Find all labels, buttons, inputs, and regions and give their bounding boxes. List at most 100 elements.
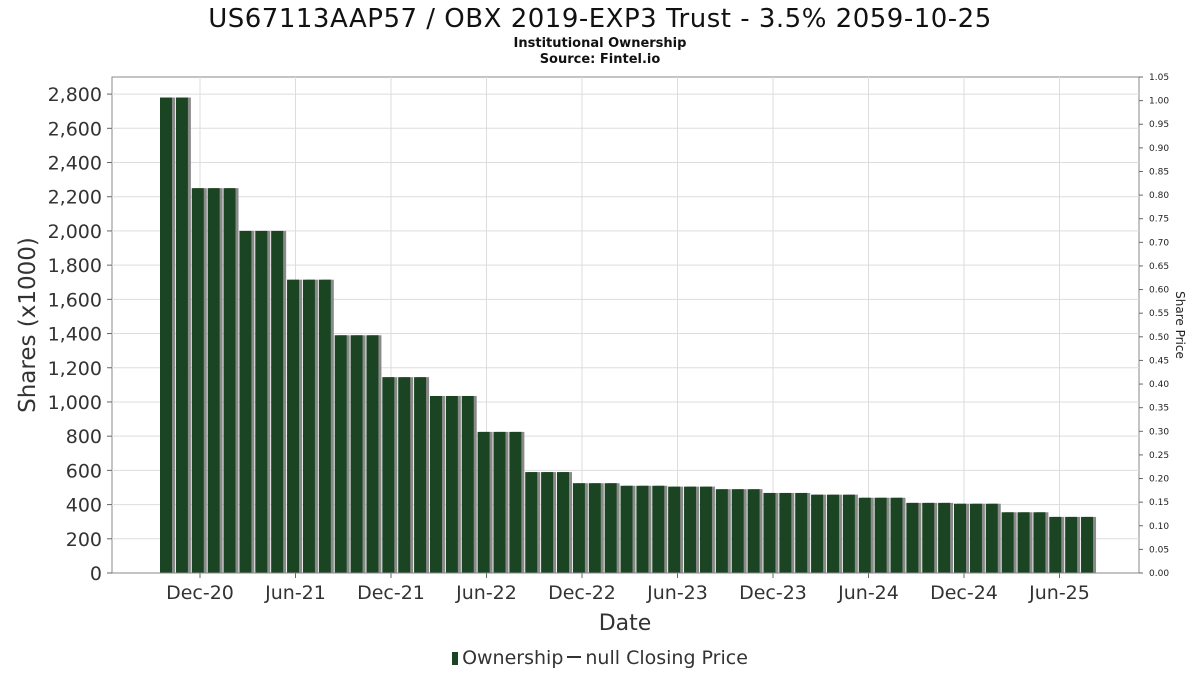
ownership-bar <box>445 395 458 573</box>
y2-tick-label: 0.35 <box>1149 404 1169 414</box>
ownership-legend-swatch <box>452 652 459 665</box>
ownership-bar <box>985 503 998 573</box>
x-tick-label: Jun-21 <box>264 582 326 604</box>
ownership-bar <box>255 230 268 573</box>
ownership-bar <box>922 502 935 573</box>
x-tick-label: Dec-21 <box>357 582 425 604</box>
y2-tick-label: 0.40 <box>1149 380 1169 390</box>
y-tick-label: 2,200 <box>48 187 102 209</box>
x-tick-label: Jun-24 <box>837 582 899 604</box>
y2-tick-label: 0.55 <box>1149 309 1169 319</box>
ownership-bar <box>366 335 379 573</box>
y-tick-label: 2,600 <box>48 118 102 140</box>
y-tick-label: 0 <box>90 563 102 585</box>
ownership-bar <box>874 497 887 573</box>
closing-price-legend-line <box>567 656 582 658</box>
x-tick-label: Dec-23 <box>739 582 807 604</box>
y-tick-label: 2,400 <box>48 153 102 175</box>
y-tick-label: 600 <box>66 460 102 482</box>
y-tick-label: 1,600 <box>48 289 102 311</box>
ownership-bar <box>493 431 506 573</box>
ownership-bar <box>906 502 919 573</box>
ownership-bar <box>842 494 855 573</box>
ownership-bar <box>715 489 728 573</box>
ownership-bar <box>461 395 474 573</box>
y2-tick-label: 0.70 <box>1149 238 1169 248</box>
ownership-bar <box>731 489 744 573</box>
ownership-bar <box>1049 516 1062 573</box>
ownership-bar <box>541 472 554 573</box>
ownership-bar <box>429 395 442 573</box>
ownership-bar <box>890 497 903 573</box>
ownership-bar <box>271 230 284 573</box>
y2-tick-label: 0.25 <box>1149 451 1169 461</box>
ownership-bar <box>175 97 188 573</box>
ownership-bar <box>557 472 569 573</box>
y2-tick-label: 0.60 <box>1149 286 1169 296</box>
y2-tick-label: 0.45 <box>1149 356 1169 366</box>
x-tick-label: Jun-22 <box>455 582 517 604</box>
ownership-bar <box>795 492 808 573</box>
ownership-bar <box>509 431 522 573</box>
ownership-bar <box>668 486 681 573</box>
ownership-bar <box>287 279 300 573</box>
y2-tick-label: 0.75 <box>1149 215 1169 225</box>
ownership-bar <box>572 483 585 573</box>
ownership-bar <box>763 492 776 573</box>
x-tick-label: Dec-24 <box>930 582 998 604</box>
ownership-bar <box>1065 516 1078 573</box>
ownership-bar <box>1017 512 1030 573</box>
ownership-bar <box>954 503 966 573</box>
ownership-bar <box>160 97 172 573</box>
ownership-bar <box>398 377 411 573</box>
y2-tick-label: 0.95 <box>1149 120 1169 130</box>
y-tick-label: 400 <box>66 495 102 517</box>
ownership-bar <box>588 483 601 573</box>
ownership-bar <box>207 188 220 573</box>
y2-tick-label: 0.65 <box>1149 262 1169 272</box>
y2-tick-label: 1.05 <box>1149 73 1169 83</box>
ownership-bar <box>1033 512 1046 573</box>
ownership-bar <box>636 485 649 573</box>
x-tick-label: Jun-23 <box>646 582 708 604</box>
ownership-bar <box>302 279 315 573</box>
ownership-bar <box>223 188 236 573</box>
y-tick-label: 1,800 <box>48 255 102 277</box>
y-tick-label: 1,400 <box>48 324 102 346</box>
ownership-bar <box>334 335 347 573</box>
ownership-bar <box>779 492 792 573</box>
y-tick-label: 1,200 <box>48 358 102 380</box>
y-tick-label: 2,000 <box>48 221 102 243</box>
legend-price-label: null Closing Price <box>585 647 748 669</box>
ownership-bar <box>350 335 363 573</box>
ownership-bar <box>620 485 633 573</box>
y-tick-label: 1,000 <box>48 392 102 414</box>
y-axis-title: Shares (x1000) <box>15 237 41 413</box>
y2-tick-label: 0.85 <box>1149 167 1169 177</box>
ownership-bar <box>1001 512 1014 573</box>
x-axis-title: Date <box>599 611 652 636</box>
ownership-bar <box>811 494 824 573</box>
ownership-bar <box>747 489 760 573</box>
y2-tick-label: 0.10 <box>1149 522 1169 532</box>
chart-title: US67113AAP57 / OBX 2019-EXP3 Trust - 3.5… <box>208 4 992 34</box>
ownership-bar <box>382 377 395 573</box>
ownership-bar <box>191 188 204 573</box>
y2-tick-label: 0.05 <box>1149 545 1169 555</box>
ownership-bar <box>239 230 252 573</box>
x-tick-label: Dec-20 <box>166 582 234 604</box>
y2-tick-label: 0.80 <box>1149 191 1169 201</box>
ownership-bar <box>652 485 665 573</box>
ownership-bar <box>414 377 427 573</box>
ownership-bar <box>858 497 871 573</box>
ownership-bar <box>938 502 951 573</box>
ownership-bar <box>699 486 712 573</box>
y2-tick-label: 0.20 <box>1149 475 1169 485</box>
y2-tick-label: 0.90 <box>1149 144 1169 154</box>
y2-axis-title: Share Price <box>1173 291 1187 359</box>
ownership-bar <box>477 431 490 573</box>
ownership-bar <box>684 486 697 573</box>
x-tick-label: Jun-25 <box>1028 582 1090 604</box>
ownership-bar <box>1081 516 1094 573</box>
